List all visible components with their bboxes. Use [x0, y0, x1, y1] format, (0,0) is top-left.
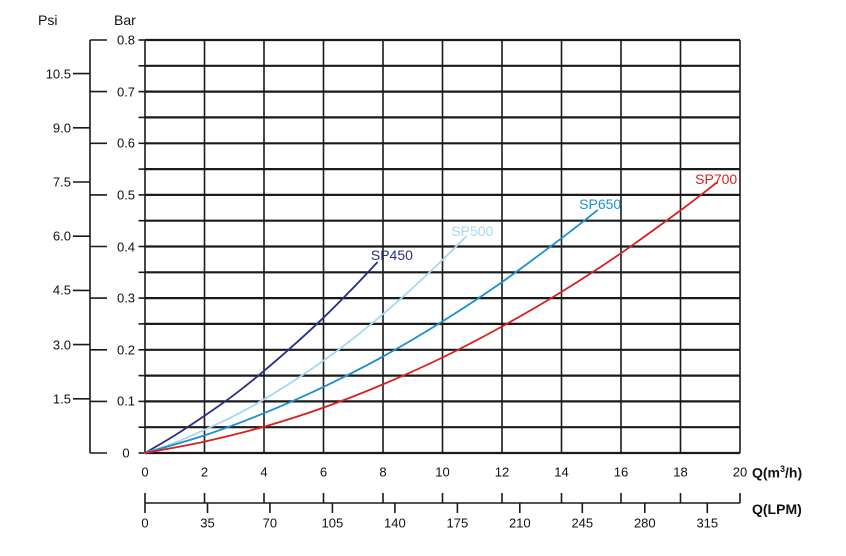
curve-sp500	[144, 235, 468, 454]
curve-sp650	[144, 209, 599, 454]
curve-sp450	[144, 261, 378, 454]
curve-sp700	[144, 182, 718, 454]
